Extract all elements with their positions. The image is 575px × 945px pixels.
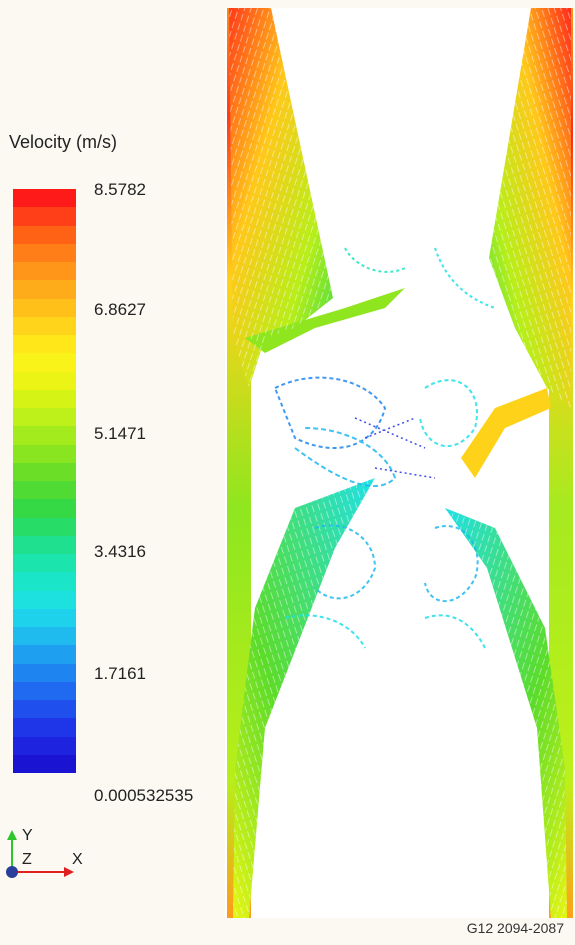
color-scale-segment — [13, 353, 76, 372]
color-scale-segment — [13, 408, 76, 427]
color-scale-segment — [13, 207, 76, 226]
legend-title: Velocity (m/s) — [9, 132, 118, 152]
color-scale-segment — [13, 754, 76, 773]
color-scale-segment — [13, 280, 76, 299]
color-scale-segment — [13, 389, 76, 408]
color-scale-segment — [13, 572, 76, 591]
color-scale-bar — [13, 189, 76, 773]
axes-triad: Y Z X — [0, 827, 110, 910]
color-scale-segment — [13, 316, 76, 335]
color-scale-segment — [13, 535, 76, 554]
color-scale-segment — [13, 645, 76, 664]
color-scale-segment — [13, 700, 76, 719]
z-axis-label: Z — [22, 851, 32, 868]
color-scale-segment — [13, 426, 76, 445]
color-scale-segment — [13, 627, 76, 646]
color-scale-segment — [13, 444, 76, 463]
color-scale-segment — [13, 481, 76, 500]
color-scale-segment — [13, 681, 76, 700]
y-axis-label: Y — [22, 827, 33, 844]
axes-triad-icon — [6, 830, 74, 878]
legend-tick-3: 5.1471 — [94, 424, 146, 443]
color-scale-segment — [13, 499, 76, 518]
legend-tick-4: 3.4316 — [94, 542, 146, 561]
color-scale-segment — [13, 189, 76, 208]
color-scale-segment — [13, 262, 76, 281]
legend-tick-5: 1.7161 — [94, 664, 146, 683]
color-scale-segment — [13, 243, 76, 262]
color-scale-segment — [13, 335, 76, 354]
color-scale-segment — [13, 462, 76, 481]
central-vortex-region — [273, 247, 496, 649]
legend-tick-max: 8.5782 — [94, 180, 146, 199]
right-wall-flow — [445, 8, 573, 918]
color-scale-segment — [13, 663, 76, 682]
legend-tick-min: 0.000532535 — [94, 786, 194, 805]
color-scale-segment — [13, 554, 76, 573]
left-wall-flow — [227, 8, 405, 918]
color-scale-segment — [13, 298, 76, 317]
color-scale-segment — [13, 718, 76, 737]
color-scale-segment — [13, 225, 76, 244]
color-scale-segment — [13, 590, 76, 609]
color-scale-segment — [13, 608, 76, 627]
color-scale-segment — [13, 736, 76, 755]
figure-id: G12 2094-2087 — [466, 920, 564, 936]
color-scale-segment — [13, 517, 76, 536]
color-scale-segment — [13, 371, 76, 390]
x-axis-label: X — [72, 851, 83, 868]
legend-tick-2: 6.8627 — [94, 300, 146, 319]
velocity-vector-plot — [225, 8, 575, 918]
